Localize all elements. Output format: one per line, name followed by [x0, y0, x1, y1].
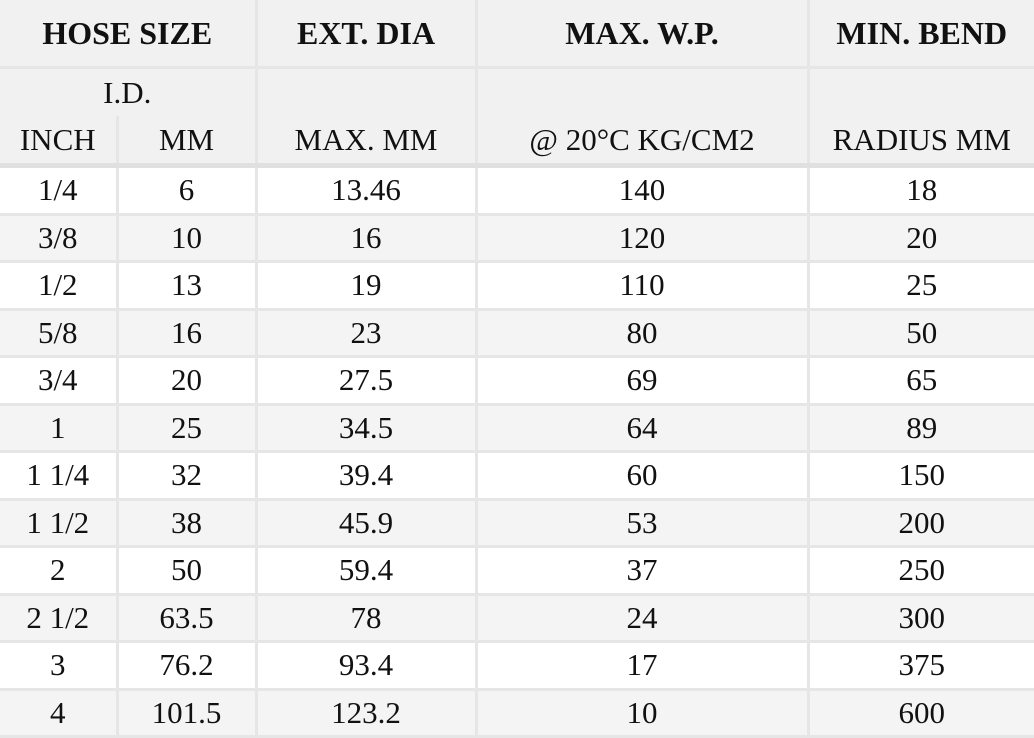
cell-ext-dia: 78 — [256, 594, 478, 643]
table-row: 3/8 10 16 120 20 — [0, 214, 1034, 263]
table-row: 3 76.2 93.4 17 375 — [0, 641, 1034, 691]
cell-mm: 6 — [117, 165, 258, 216]
header-max-mm: MAX. MM — [256, 116, 478, 168]
header-row-titles: HOSE SIZE EXT. DIA MAX. W.P. MIN. BEND — [0, 0, 1034, 69]
table-row: 1 1/2 38 45.9 53 200 — [0, 499, 1034, 548]
cell-mm: 32 — [117, 451, 258, 501]
cell-bend-radius: 200 — [808, 499, 1034, 548]
header-max-wp: MAX. W.P. — [476, 0, 810, 69]
cell-ext-dia: 39.4 — [256, 451, 478, 501]
header-inch: INCH — [0, 116, 119, 168]
cell-max-wp: 69 — [476, 356, 810, 406]
table-row: 2 1/2 63.5 78 24 300 — [0, 594, 1034, 643]
header-id: I.D. — [0, 67, 258, 117]
cell-inch: 1 1/2 — [0, 499, 119, 548]
cell-ext-dia: 45.9 — [256, 499, 478, 548]
table-row: 4 101.5 123.2 10 600 — [0, 689, 1034, 738]
cell-ext-dia: 123.2 — [256, 689, 478, 738]
header-kg-cm2: @ 20°C KG/CM2 — [476, 116, 810, 168]
cell-max-wp: 80 — [476, 309, 810, 358]
cell-bend-radius: 89 — [808, 404, 1034, 453]
cell-max-wp: 140 — [476, 165, 810, 216]
cell-bend-radius: 65 — [808, 356, 1034, 406]
table-row: 2 50 59.4 37 250 — [0, 546, 1034, 596]
cell-max-wp: 37 — [476, 546, 810, 596]
table-row: 1/4 6 13.46 140 18 — [0, 165, 1034, 216]
cell-mm: 13 — [117, 261, 258, 311]
header-blank-wp — [476, 67, 810, 117]
cell-ext-dia: 59.4 — [256, 546, 478, 596]
header-blank-bend — [808, 67, 1034, 117]
cell-inch: 3/8 — [0, 214, 119, 263]
cell-mm: 101.5 — [117, 689, 258, 738]
cell-max-wp: 60 — [476, 451, 810, 501]
cell-max-wp: 64 — [476, 404, 810, 453]
header-blank-ext — [256, 67, 478, 117]
cell-mm: 50 — [117, 546, 258, 596]
header-hose-size: HOSE SIZE — [0, 0, 258, 69]
cell-ext-dia: 27.5 — [256, 356, 478, 406]
cell-inch: 3/4 — [0, 356, 119, 406]
header-row-units: INCH MM MAX. MM @ 20°C KG/CM2 RADIUS MM — [0, 116, 1034, 168]
cell-mm: 63.5 — [117, 594, 258, 643]
cell-bend-radius: 20 — [808, 214, 1034, 263]
cell-ext-dia: 13.46 — [256, 165, 478, 216]
header-ext-dia: EXT. DIA — [256, 0, 478, 69]
cell-bend-radius: 600 — [808, 689, 1034, 738]
cell-bend-radius: 50 — [808, 309, 1034, 358]
table-row: 1 25 34.5 64 89 — [0, 404, 1034, 453]
cell-inch: 1 1/4 — [0, 451, 119, 501]
cell-max-wp: 53 — [476, 499, 810, 548]
cell-inch: 4 — [0, 689, 119, 738]
cell-ext-dia: 23 — [256, 309, 478, 358]
cell-inch: 3 — [0, 641, 119, 691]
header-radius-mm: RADIUS MM — [808, 116, 1034, 168]
table-row: 1/2 13 19 110 25 — [0, 261, 1034, 311]
table-header: HOSE SIZE EXT. DIA MAX. W.P. MIN. BEND I… — [0, 0, 1034, 168]
cell-max-wp: 24 — [476, 594, 810, 643]
header-min-bend: MIN. BEND — [808, 0, 1034, 69]
table-body: 1/4 6 13.46 140 18 3/8 10 16 120 20 1/2 13 19 110 25… — [0, 165, 1034, 738]
cell-mm: 16 — [117, 309, 258, 358]
cell-mm: 25 — [117, 404, 258, 453]
cell-mm: 20 — [117, 356, 258, 406]
cell-bend-radius: 150 — [808, 451, 1034, 501]
cell-max-wp: 120 — [476, 214, 810, 263]
cell-inch: 2 1/2 — [0, 594, 119, 643]
table-row: 3/4 20 27.5 69 65 — [0, 356, 1034, 406]
cell-inch: 5/8 — [0, 309, 119, 358]
table-row: 5/8 16 23 80 50 — [0, 309, 1034, 358]
cell-ext-dia: 19 — [256, 261, 478, 311]
table-row: 1 1/4 32 39.4 60 150 — [0, 451, 1034, 501]
header-row-subtitles: I.D. — [0, 67, 1034, 117]
cell-mm: 38 — [117, 499, 258, 548]
cell-max-wp: 10 — [476, 689, 810, 738]
cell-mm: 76.2 — [117, 641, 258, 691]
cell-bend-radius: 25 — [808, 261, 1034, 311]
cell-bend-radius: 375 — [808, 641, 1034, 691]
cell-inch: 1 — [0, 404, 119, 453]
cell-ext-dia: 34.5 — [256, 404, 478, 453]
cell-max-wp: 110 — [476, 261, 810, 311]
cell-mm: 10 — [117, 214, 258, 263]
cell-bend-radius: 300 — [808, 594, 1034, 643]
cell-ext-dia: 16 — [256, 214, 478, 263]
cell-bend-radius: 18 — [808, 165, 1034, 216]
header-mm: MM — [117, 116, 258, 168]
cell-bend-radius: 250 — [808, 546, 1034, 596]
cell-inch: 2 — [0, 546, 119, 596]
cell-max-wp: 17 — [476, 641, 810, 691]
cell-inch: 1/4 — [0, 165, 119, 216]
cell-ext-dia: 93.4 — [256, 641, 478, 691]
cell-inch: 1/2 — [0, 261, 119, 311]
